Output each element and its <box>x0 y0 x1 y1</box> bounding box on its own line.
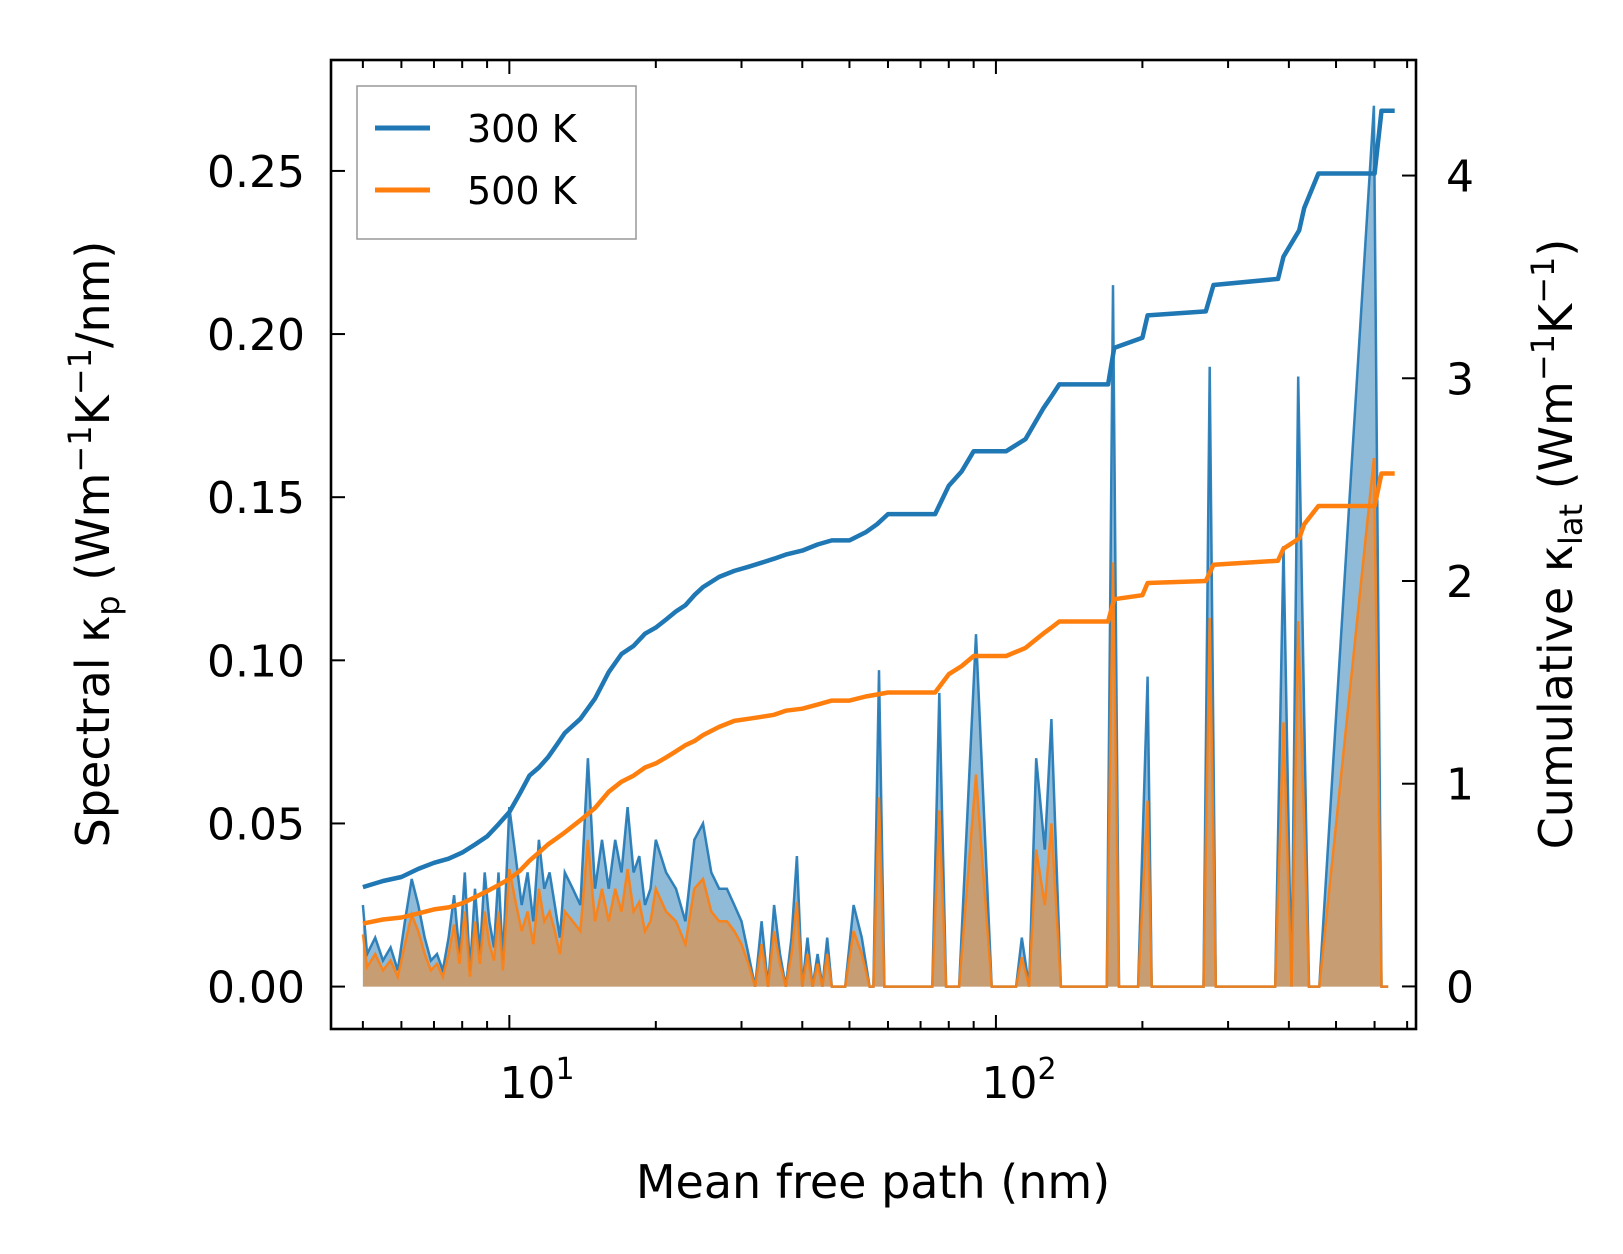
y-right-tick-label: 2 <box>1446 557 1474 608</box>
y-right-tick-label: 3 <box>1446 354 1474 405</box>
legend-label-500k: 500 K <box>467 169 578 213</box>
spectral-layer <box>361 105 1389 988</box>
y-left-tick-label: 0.15 <box>207 473 305 524</box>
x-tick-label: 102 <box>981 1052 1056 1109</box>
y-left-tick-label: 0.05 <box>207 799 305 850</box>
y-right-tick-label: 1 <box>1446 760 1474 811</box>
y-right-tick-label: 4 <box>1446 152 1474 203</box>
y-left-tick-label: 0.25 <box>207 147 305 198</box>
legend: 300 K 500 K <box>356 85 637 240</box>
plot-frame <box>329 58 1418 1031</box>
spectral-line-300-k-spectral <box>361 105 1389 988</box>
cumulative-line-300-k <box>362 108 1395 890</box>
y-left-tick-label: 0.10 <box>207 636 305 687</box>
y-axis-left-title: Spectral κp (Wm−1K−1/nm) <box>61 241 127 848</box>
y-axis-right-title: Cumulative κlat (Wm−1K−1) <box>1524 239 1590 850</box>
legend-box <box>356 85 637 240</box>
spectral-line-500-k-spectral <box>361 457 1389 988</box>
legend-label-300k: 300 K <box>467 107 578 151</box>
cumulative-layer <box>362 108 1395 926</box>
x-axis-title: Mean free path (nm) <box>636 1155 1110 1209</box>
ticks-layer: 0.00 0.05 0.10 0.15 0.20 0.25 0 1 2 3 4 <box>207 60 1474 1029</box>
x-tick-label: 101 <box>499 1052 574 1109</box>
cumulative-line-500-k <box>362 471 1395 926</box>
y-left-tick-label: 0.20 <box>207 310 305 361</box>
y-left-tick-label: 0.00 <box>207 963 305 1014</box>
y-right-tick-label: 0 <box>1446 962 1474 1013</box>
